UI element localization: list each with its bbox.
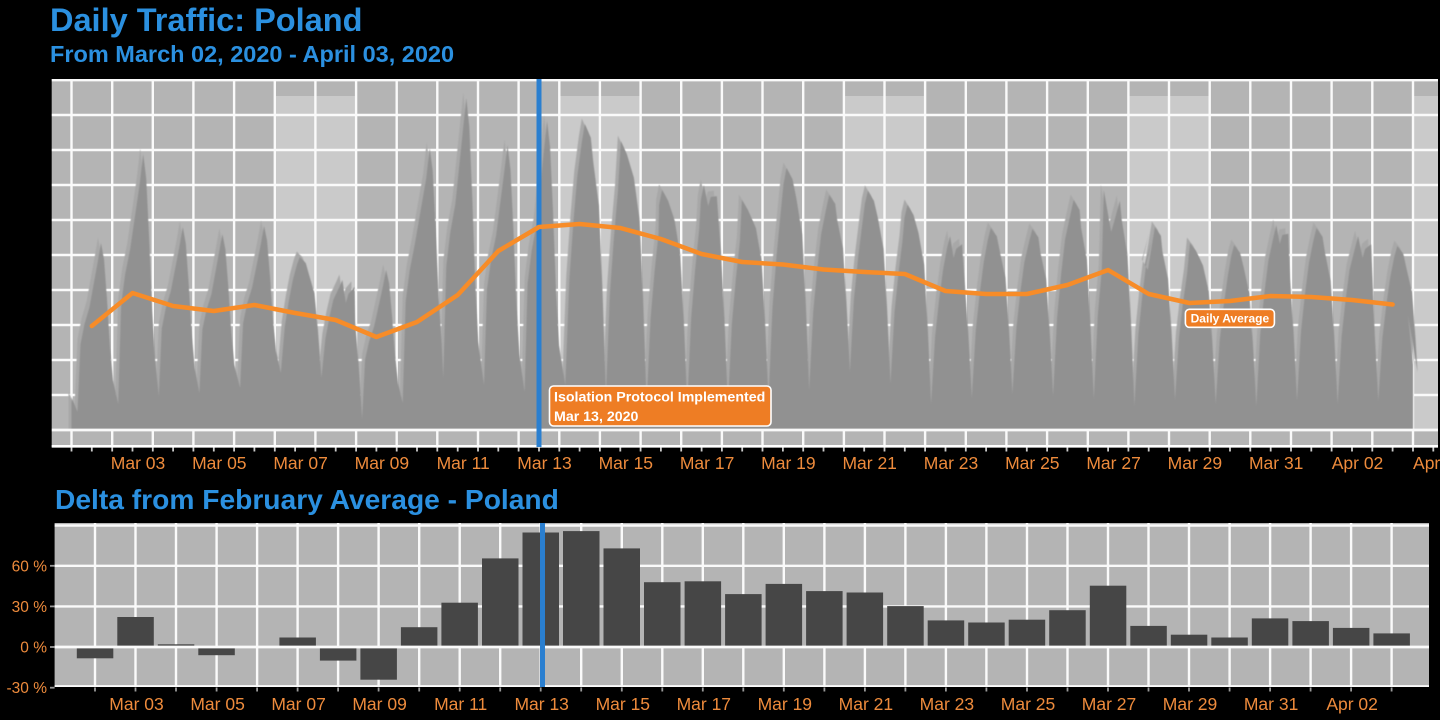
svg-text:Mar 11: Mar 11 (437, 453, 490, 473)
svg-text:Mar 23: Mar 23 (920, 694, 974, 714)
svg-text:-30 %: -30 % (7, 680, 48, 697)
svg-text:Apr 02: Apr 02 (1332, 453, 1384, 473)
svg-text:Mar 13: Mar 13 (514, 694, 568, 714)
svg-text:Mar 03: Mar 03 (109, 694, 163, 714)
svg-text:Mar 03: Mar 03 (111, 453, 165, 473)
svg-text:Mar 17: Mar 17 (677, 694, 731, 714)
svg-text:0 %: 0 % (20, 640, 47, 657)
svg-text:Apr 04: Apr 04 (1413, 453, 1440, 473)
svg-text:Mar 07: Mar 07 (273, 453, 327, 473)
svg-text:60 %: 60 % (12, 558, 48, 575)
svg-text:Mar 21: Mar 21 (839, 694, 893, 714)
svg-text:Mar 05: Mar 05 (190, 694, 244, 714)
svg-text:Mar 09: Mar 09 (352, 694, 406, 714)
svg-text:Mar 29: Mar 29 (1168, 453, 1222, 473)
svg-text:Mar 11: Mar 11 (434, 694, 487, 714)
svg-text:Mar 25: Mar 25 (1005, 453, 1059, 473)
svg-text:Mar 31: Mar 31 (1249, 453, 1303, 473)
svg-text:Mar 05: Mar 05 (192, 453, 246, 473)
svg-text:Mar 19: Mar 19 (761, 453, 815, 473)
svg-text:Mar 29: Mar 29 (1163, 694, 1217, 714)
svg-text:Mar 15: Mar 15 (599, 453, 653, 473)
svg-text:Daily Average: Daily Average (1191, 312, 1270, 326)
svg-text:Mar 27: Mar 27 (1086, 453, 1140, 473)
svg-text:30 %: 30 % (12, 599, 48, 616)
svg-text:Mar 31: Mar 31 (1244, 694, 1298, 714)
svg-text:Isolation Protocol Implemented: Isolation Protocol Implemented (554, 390, 765, 406)
svg-text:Mar 09: Mar 09 (355, 453, 409, 473)
svg-text:Mar 19: Mar 19 (758, 694, 812, 714)
svg-text:Mar 15: Mar 15 (596, 694, 650, 714)
svg-text:Mar 13, 2020: Mar 13, 2020 (554, 409, 639, 425)
svg-text:Mar 23: Mar 23 (924, 453, 978, 473)
svg-text:Mar 25: Mar 25 (1001, 694, 1055, 714)
svg-text:Apr 02: Apr 02 (1326, 694, 1378, 714)
svg-text:Mar 07: Mar 07 (271, 694, 325, 714)
svg-text:Mar 17: Mar 17 (680, 453, 734, 473)
svg-text:Mar 21: Mar 21 (842, 453, 896, 473)
svg-text:Mar 27: Mar 27 (1082, 694, 1136, 714)
svg-text:Mar 13: Mar 13 (517, 453, 571, 473)
